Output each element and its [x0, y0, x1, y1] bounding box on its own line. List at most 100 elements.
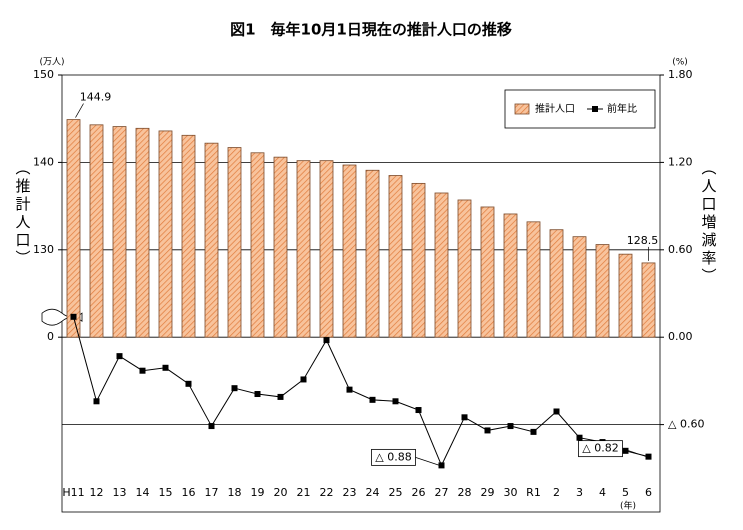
bar [365, 169, 380, 338]
marker [185, 380, 192, 387]
axis-break [41, 308, 83, 326]
bar [112, 126, 127, 338]
y2-tick-label: △ 0.60 [668, 418, 704, 431]
bar [158, 130, 173, 338]
x-tick-label: 30 [504, 486, 518, 499]
bar [457, 199, 472, 338]
x-tick-label: 21 [297, 486, 311, 499]
legend-label: 前年比 [607, 102, 637, 115]
marker [231, 385, 238, 392]
marker [484, 427, 491, 434]
y-tick-label: 130 [33, 243, 54, 256]
x-tick-label: 2 [553, 486, 560, 499]
x-tick-label: 16 [182, 486, 196, 499]
marker [576, 434, 583, 441]
y2-axis-label: （人口増減率） [700, 160, 718, 286]
bar [250, 152, 265, 338]
x-tick-label: 14 [136, 486, 150, 499]
y-unit: (万人) [39, 58, 64, 68]
x-tick-label: 18 [228, 486, 242, 499]
bar [296, 160, 311, 338]
x-unit: (年) [620, 500, 636, 512]
value-label: △ 0.88 [375, 450, 411, 463]
y-tick-label: 150 [33, 68, 54, 81]
plot-frame [61, 74, 661, 513]
bar [66, 119, 81, 338]
bar [526, 221, 541, 338]
legend-box [504, 89, 656, 129]
bar [618, 253, 633, 338]
marker [139, 367, 146, 374]
bar [319, 160, 334, 338]
x-tick-label: 20 [274, 486, 288, 499]
marker [208, 423, 215, 430]
legend-swatch [514, 103, 530, 115]
x-tick-label: 15 [159, 486, 173, 499]
x-tick-label: 26 [412, 486, 426, 499]
bar [227, 147, 242, 338]
x-tick-label: 23 [343, 486, 357, 499]
marker [461, 414, 468, 421]
marker [415, 407, 422, 414]
legend-swatch [592, 106, 598, 112]
leader-line [75, 103, 84, 118]
y2-tick-label: 1.80 [668, 68, 693, 81]
y-axis-label: （推計人口） [14, 160, 32, 268]
y-tick-label: 140 [33, 155, 54, 168]
x-tick-label: H11 [62, 486, 84, 499]
marker [392, 398, 399, 405]
bar [411, 182, 426, 338]
chart-title: 図1 毎年10月1日現在の推計人口の推移 [230, 21, 512, 39]
bar [89, 124, 104, 338]
x-tick-label: 27 [435, 486, 449, 499]
x-tick-label: 12 [90, 486, 104, 499]
marker [277, 393, 284, 400]
marker [323, 337, 330, 344]
marker [70, 313, 77, 320]
value-label: 144.9 [80, 91, 112, 104]
x-tick-label: 19 [251, 486, 265, 499]
marker [93, 398, 100, 405]
bar [549, 229, 564, 338]
line [73, 316, 649, 467]
label-box [578, 440, 623, 458]
bar [480, 206, 495, 338]
marker [645, 453, 652, 460]
bar [595, 244, 610, 338]
marker [116, 353, 123, 360]
bar [572, 236, 587, 338]
x-tick-label: 4 [599, 486, 606, 499]
bar [204, 142, 219, 338]
x-tick-label: 28 [458, 486, 472, 499]
x-tick-label: 22 [320, 486, 334, 499]
bar [434, 192, 449, 338]
x-tick-label: 3 [576, 486, 583, 499]
marker [162, 364, 169, 371]
legend-label: 推計人口 [535, 102, 575, 115]
leader-line [622, 448, 647, 457]
y2-tick-label: 0.60 [668, 243, 693, 256]
x-tick-label: 25 [389, 486, 403, 499]
marker [346, 386, 353, 393]
marker [369, 396, 376, 403]
marker [507, 423, 514, 430]
marker [622, 447, 629, 454]
x-tick-label: 13 [113, 486, 127, 499]
leader-line [415, 457, 440, 466]
bar [273, 156, 288, 338]
value-label: △ 0.82 [582, 442, 618, 455]
marker [553, 408, 560, 415]
value-label: 128.5 [627, 234, 659, 247]
marker [254, 391, 261, 398]
x-tick-label: 6 [645, 486, 652, 499]
bar [388, 175, 403, 338]
marker [530, 428, 537, 435]
bar [181, 134, 196, 338]
bar [503, 213, 518, 338]
y-tick-label: 0 [47, 330, 54, 343]
marker [438, 462, 445, 469]
x-tick-label: 24 [366, 486, 380, 499]
x-tick-label: 29 [481, 486, 495, 499]
marker [300, 376, 307, 383]
